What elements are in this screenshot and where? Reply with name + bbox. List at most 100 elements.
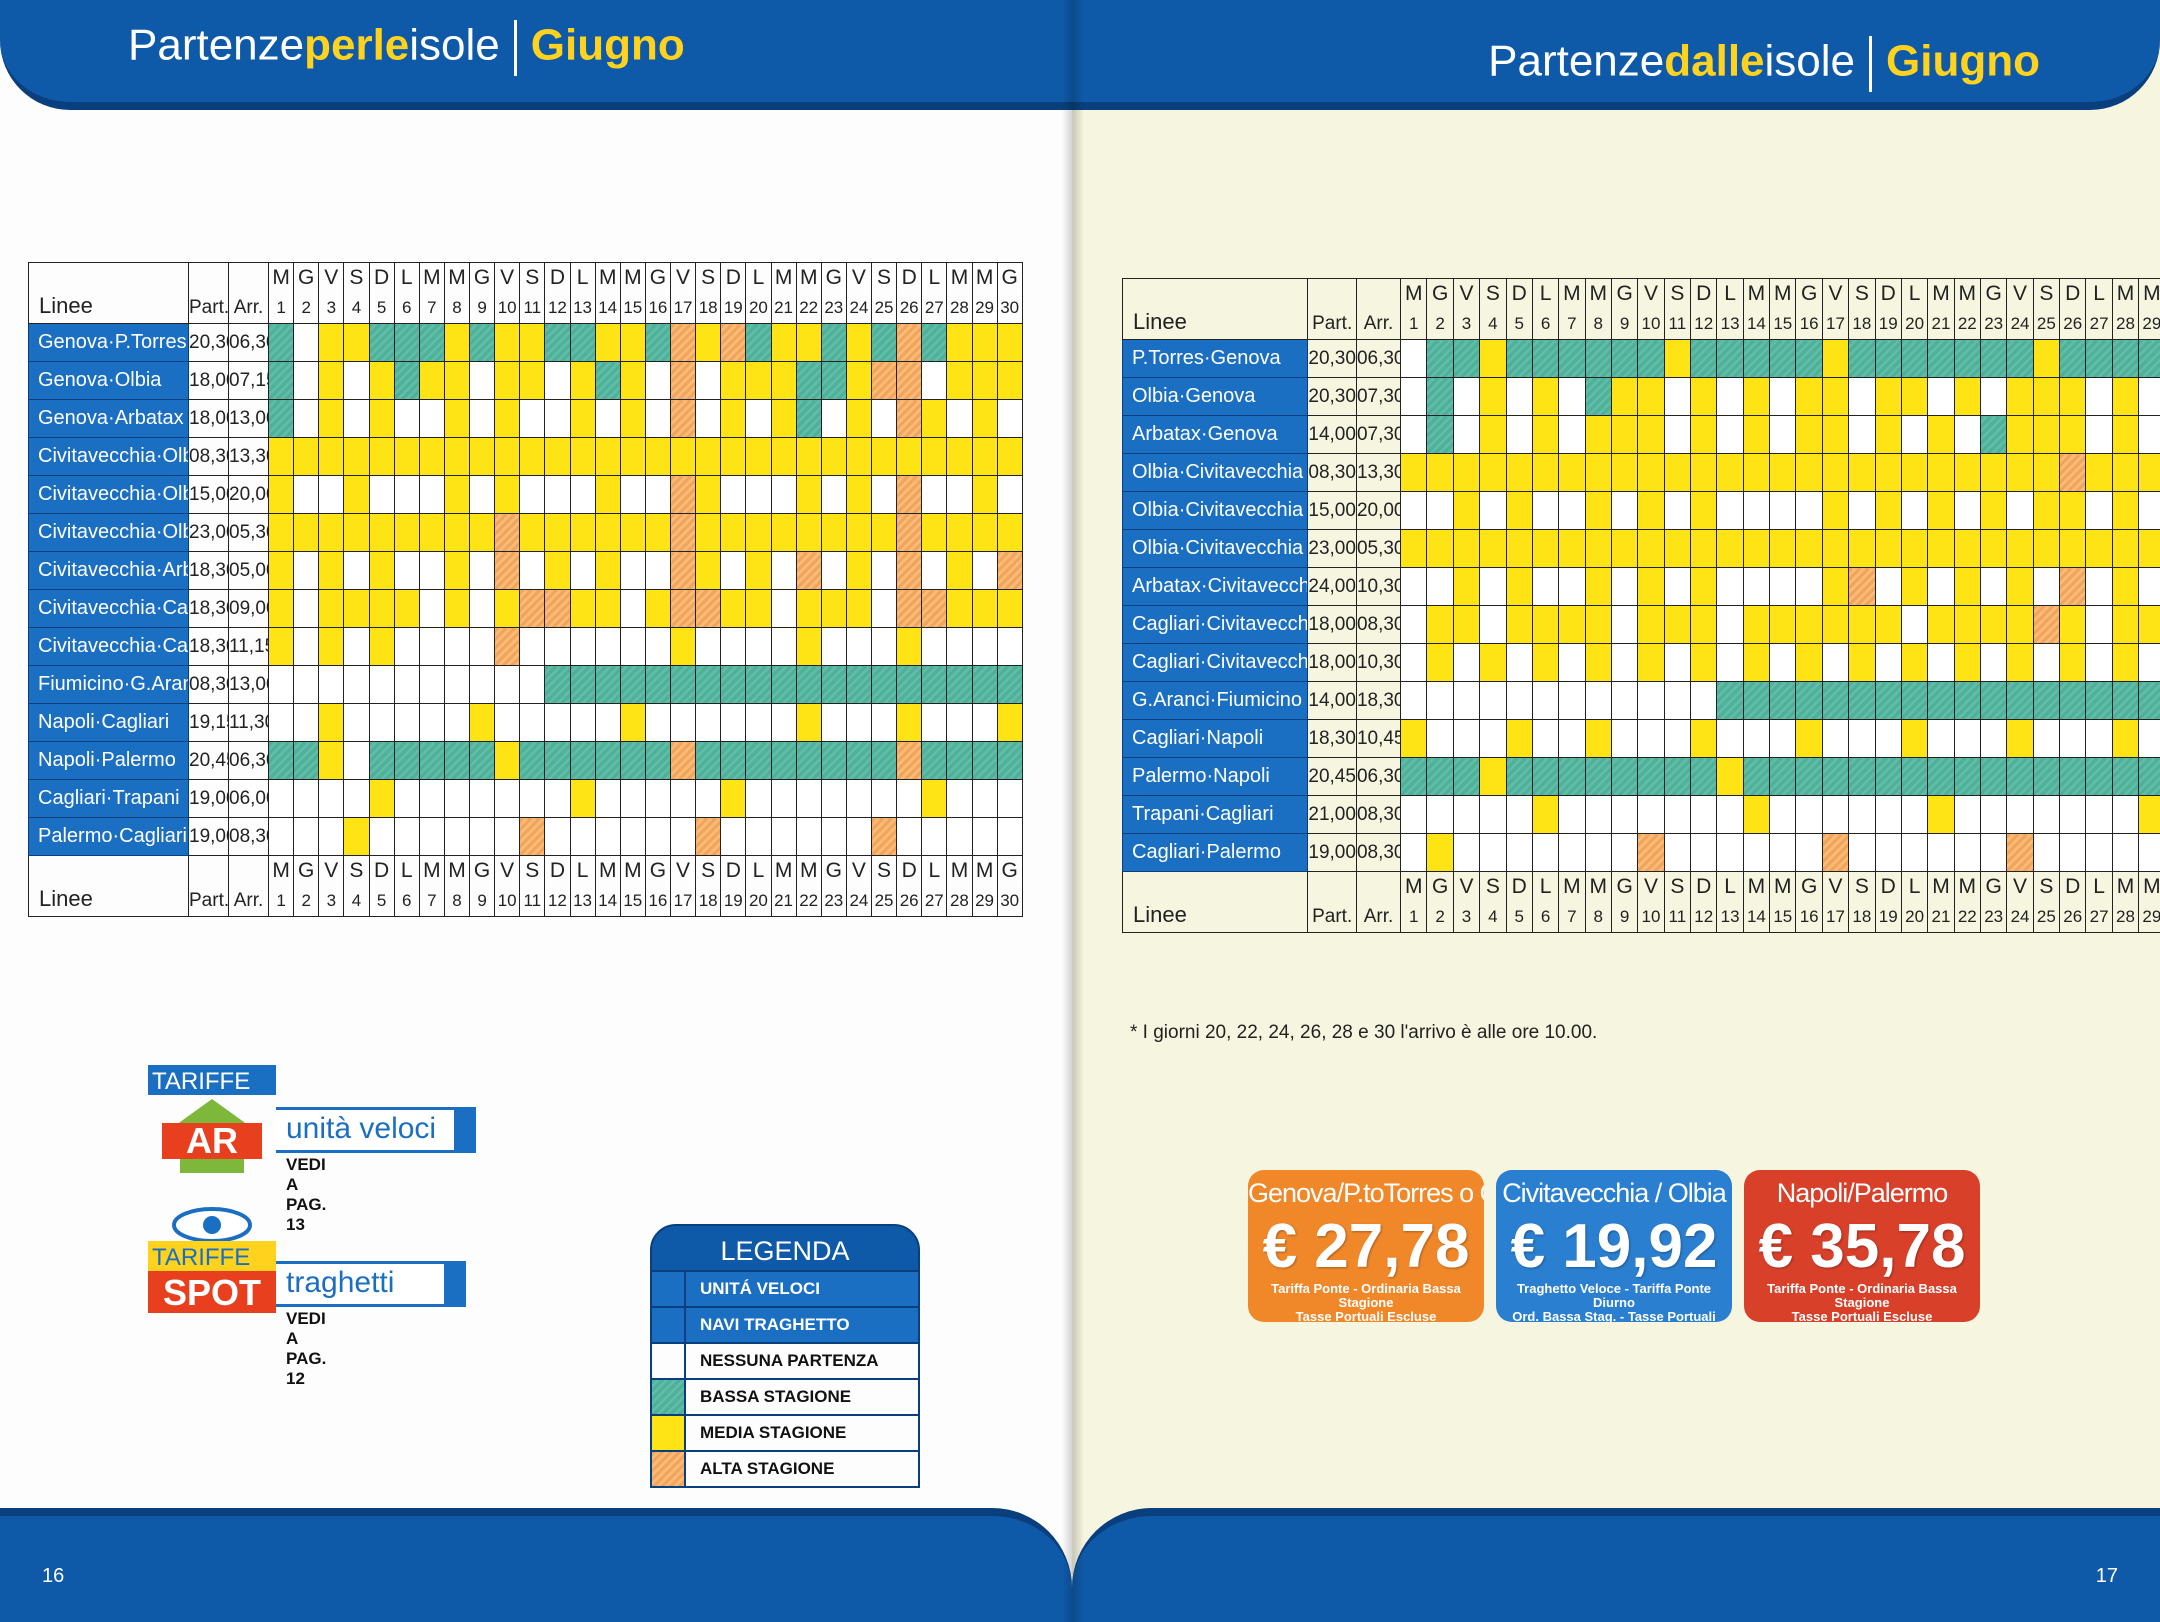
route-label: Civitavecchia·Cagliari (28, 589, 189, 628)
day-cell (544, 399, 571, 438)
day-cell (1900, 795, 1929, 834)
day-cell (1742, 605, 1771, 644)
day-cell (1769, 833, 1797, 872)
day-number: 10 (494, 293, 521, 324)
day-number: 16 (644, 886, 672, 917)
day-cell (1716, 643, 1744, 682)
day-cell (770, 589, 797, 628)
route-label: Cagliari·Civitavecchia (1121, 605, 1309, 644)
weekday-label: M (2111, 278, 2140, 309)
badge-note: Traghetto Veloce - Tariffa Ponte Diurno (1516, 1281, 1712, 1310)
page-header: Partenzeperleisole Giugno (0, 0, 1072, 110)
arrival-time: 05,30 (1355, 529, 1402, 568)
day-cell (1927, 605, 1955, 644)
day-cell (644, 475, 672, 514)
day-cell (2111, 681, 2140, 720)
day-cell (569, 589, 596, 628)
day-cell (1874, 453, 1902, 492)
table-row: P.Torres·Genova 20,30 06,30 (1121, 339, 2160, 378)
day-cell (946, 627, 973, 666)
day-cell (267, 399, 295, 438)
day-cell (418, 817, 445, 856)
legenda-item-nessuna-partenza: NESSUNA PARTENZA (650, 1344, 920, 1380)
day-cell (1426, 833, 1454, 872)
day-cell (1400, 757, 1428, 796)
day-cell (2085, 339, 2113, 378)
day-cell (1531, 339, 1560, 378)
day-cell (971, 551, 998, 590)
day-cell (1400, 529, 1428, 568)
day-cell (1637, 833, 1665, 872)
day-cell (795, 589, 822, 628)
day-cell (1874, 643, 1902, 682)
weekday-label: M (594, 855, 621, 886)
day-cell (1610, 757, 1639, 796)
day-cell (996, 703, 1023, 742)
day-cell (1848, 681, 1876, 720)
day-cell (519, 817, 546, 856)
day-cell (519, 779, 546, 818)
day-cell (1874, 719, 1902, 758)
day-cell (745, 437, 772, 476)
day-cell (293, 779, 320, 818)
price-badge-napoli[interactable]: Napoli/Palermo € 35,78 Tariffa Ponte - O… (1744, 1170, 1980, 1322)
day-cell (745, 475, 772, 514)
table-row: Cagliari·Napoli 18,30 10,45 (1121, 719, 2160, 758)
departure-time: 19,00 (188, 817, 229, 856)
day-cell (1584, 605, 1612, 644)
weekday-label: S (695, 855, 722, 886)
day-cell (1584, 719, 1612, 758)
weekday-label: D (368, 855, 395, 886)
arrival-time: 08,30 (1355, 795, 1402, 834)
day-number: 21 (770, 293, 797, 324)
price-badge-civitavecchia[interactable]: Civitavecchia / Olbia € 19,92 Traghetto … (1496, 1170, 1732, 1322)
weekday-label: M (443, 855, 471, 886)
day-number: 14 (1742, 902, 1771, 933)
day-cell (1769, 339, 1797, 378)
day-number: 28 (946, 293, 973, 324)
legenda-item-bassa-stagione: BASSA STAGIONE (650, 1380, 920, 1416)
legenda-item-navi-traghetto: NAVI TRAGHETTO (650, 1308, 920, 1344)
day-cell (544, 779, 571, 818)
page-footer: 17 (1072, 1508, 2160, 1622)
day-cell (1400, 491, 1428, 530)
day-cell (1795, 567, 1823, 606)
day-cell (418, 323, 445, 362)
day-cell (393, 817, 420, 856)
day-cell (1874, 415, 1902, 454)
weekday-label: G (1795, 278, 1823, 309)
day-cell (1769, 795, 1797, 834)
day-number: 1 (267, 886, 295, 917)
day-number: 16 (1795, 309, 1823, 340)
route-label: Fiumicino·G.Aranci (28, 665, 189, 704)
day-cell (1979, 833, 2008, 872)
day-number: 20 (1900, 309, 1929, 340)
day-number: 26 (2059, 902, 2087, 933)
badge-price: € 35,78 (1758, 1212, 1966, 1281)
day-cell (1663, 453, 1692, 492)
arrival-time: 13,00 (228, 665, 269, 704)
day-cell (468, 475, 496, 514)
day-cell (2006, 529, 2034, 568)
day-cell (343, 361, 370, 400)
day-cell (1742, 681, 1771, 720)
departure-time: 14,00 (1307, 415, 1357, 454)
day-cell (544, 361, 571, 400)
departure-time: 18,30 (188, 589, 229, 628)
weekday-label: G (1979, 278, 2008, 309)
day-cell (695, 399, 722, 438)
day-cell (544, 817, 571, 856)
day-cell (1690, 833, 1718, 872)
day-cell (770, 551, 797, 590)
day-cell (695, 779, 722, 818)
tariffe-ar-ref: VEDI A PAG. 13 (286, 1155, 327, 1234)
day-cell (494, 589, 521, 628)
weekday-label: D (1874, 871, 1902, 902)
price-badge-genova[interactable]: Genova/P.toTorres o Olbia € 27,78 Tariff… (1248, 1170, 1484, 1322)
day-cell (1900, 453, 1929, 492)
day-cell (1479, 795, 1507, 834)
day-cell (569, 817, 596, 856)
day-cell (619, 323, 646, 362)
